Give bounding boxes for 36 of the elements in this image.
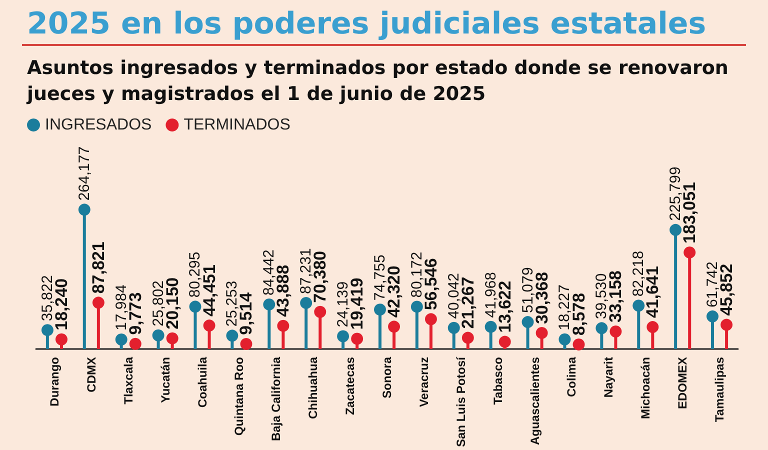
data-label: 51,079 xyxy=(519,267,536,314)
x-tick-label: Baja California xyxy=(269,356,284,442)
x-tick-label: Coahuila xyxy=(195,356,210,408)
x-tick-label: Tlaxcala xyxy=(121,356,136,404)
x-tick-label: Yucatán xyxy=(158,356,172,404)
x-tick-label: Veracruz xyxy=(416,356,431,408)
x-tick-label: San Luis Potosí xyxy=(454,356,468,448)
data-label: 17,984 xyxy=(112,284,130,331)
x-tick-label: Chihuahua xyxy=(306,356,320,419)
x-tick-label: Nayarit xyxy=(602,356,616,398)
data-label: 24,139 xyxy=(334,281,352,328)
data-label: 80,295 xyxy=(186,252,204,298)
legend-label: INGRESADOS xyxy=(45,116,152,134)
x-tick-label: Quintana Roo xyxy=(232,356,246,436)
x-tick-label: Tabasco xyxy=(490,356,505,405)
data-label: 80,172 xyxy=(408,252,426,298)
data-label: 25,253 xyxy=(224,280,241,327)
x-tick-label: Michoacán xyxy=(638,356,653,420)
x-tick-label: Durango xyxy=(47,356,62,406)
x-tick-label: EDOMEX xyxy=(676,356,690,410)
x-tick-label: Sonora xyxy=(380,356,394,398)
data-label: 35,822 xyxy=(38,275,56,322)
data-label: 264,177 xyxy=(76,146,93,201)
x-tick-label: Colima xyxy=(564,356,579,398)
x-tick-label: Aguascalientes xyxy=(528,356,542,446)
chart-subtitle: Asuntos ingresados y terminados por estado donde se renovaron jueces y magistrados el 1 de junio de 2025 xyxy=(26,57,736,105)
data-label: 25,802 xyxy=(150,280,167,326)
data-label: 39,530 xyxy=(593,273,610,320)
data-label: 87,821 xyxy=(88,242,108,294)
data-label: 40,042 xyxy=(445,272,462,319)
x-tick-label: CDMX xyxy=(84,356,98,392)
legend-label: TERMINADOS xyxy=(184,116,290,134)
chart-title: 2025 en los poderes judiciales estatales xyxy=(27,6,706,42)
x-tick-label: Tamaulipas xyxy=(712,356,727,422)
data-label: 41,968 xyxy=(482,272,500,318)
x-tick-label: Zacatecas xyxy=(343,356,358,416)
